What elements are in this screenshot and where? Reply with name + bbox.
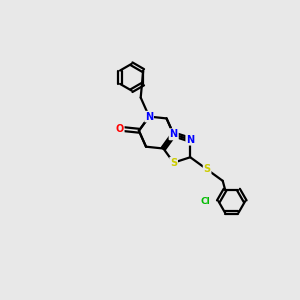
Text: S: S	[203, 164, 211, 175]
Text: N: N	[169, 129, 178, 140]
Text: S: S	[170, 158, 177, 168]
Text: N: N	[145, 112, 153, 122]
Text: N: N	[186, 135, 194, 145]
Text: Cl: Cl	[200, 197, 210, 206]
Text: N: N	[169, 129, 178, 140]
Text: O: O	[116, 124, 124, 134]
